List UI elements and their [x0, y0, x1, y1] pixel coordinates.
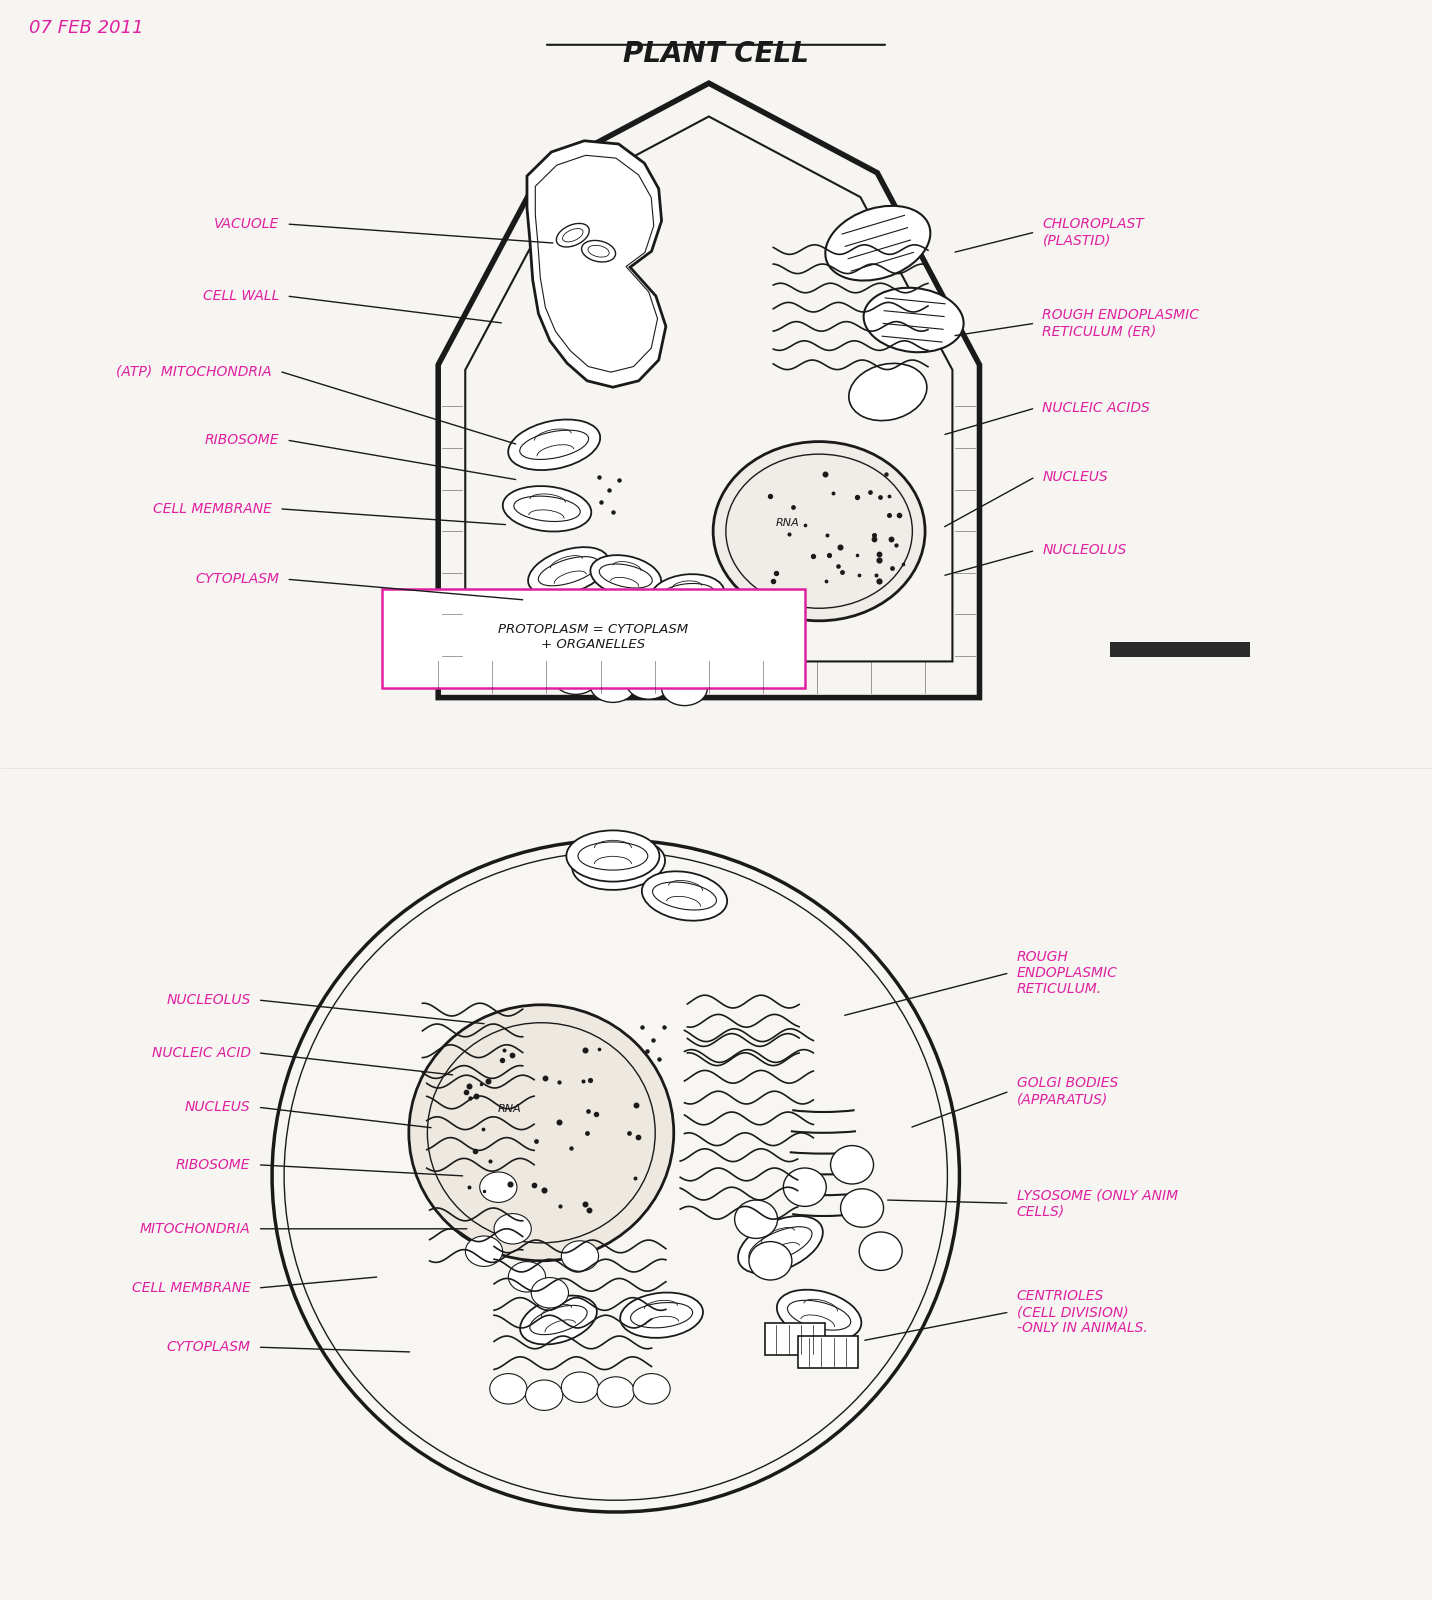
Text: NUCLEUS: NUCLEUS	[1042, 470, 1108, 483]
Ellipse shape	[783, 1168, 826, 1206]
Ellipse shape	[831, 1146, 874, 1184]
Ellipse shape	[531, 1277, 569, 1309]
Ellipse shape	[573, 838, 664, 890]
Polygon shape	[527, 141, 666, 387]
Text: NUCLEIC ACID: NUCLEIC ACID	[152, 1046, 251, 1059]
Ellipse shape	[825, 206, 931, 280]
Ellipse shape	[526, 1379, 563, 1411]
Ellipse shape	[662, 670, 707, 706]
Text: RNA: RNA	[776, 518, 799, 528]
Ellipse shape	[713, 442, 925, 621]
FancyBboxPatch shape	[798, 1336, 858, 1368]
Text: RNA: RNA	[498, 1104, 521, 1114]
Bar	[1110, 643, 1250, 658]
Ellipse shape	[636, 619, 705, 661]
Text: CHLOROPLAST
(PLASTID): CHLOROPLAST (PLASTID)	[1042, 218, 1144, 246]
Text: CELL MEMBRANE: CELL MEMBRANE	[132, 1282, 251, 1294]
Text: ROUGH ENDOPLASMIC
RETICULUM (ER): ROUGH ENDOPLASMIC RETICULUM (ER)	[1042, 309, 1200, 338]
Text: CYTOPLASM: CYTOPLASM	[166, 1341, 251, 1354]
Ellipse shape	[465, 1235, 503, 1267]
Ellipse shape	[626, 664, 672, 699]
Ellipse shape	[557, 224, 589, 246]
Ellipse shape	[863, 288, 964, 352]
Ellipse shape	[590, 555, 662, 597]
Ellipse shape	[553, 659, 599, 694]
Ellipse shape	[490, 1373, 527, 1405]
Ellipse shape	[859, 1232, 902, 1270]
Text: RIBOSOME: RIBOSOME	[176, 1158, 251, 1171]
Text: CELL MEMBRANE: CELL MEMBRANE	[153, 502, 272, 515]
Text: NUCLEOLUS: NUCLEOLUS	[166, 994, 251, 1006]
Ellipse shape	[581, 613, 656, 658]
Text: MITOCHONDRIA: MITOCHONDRIA	[140, 1222, 251, 1235]
Ellipse shape	[849, 363, 927, 421]
Ellipse shape	[520, 1296, 597, 1344]
Ellipse shape	[410, 1005, 674, 1261]
Ellipse shape	[633, 1373, 670, 1405]
Ellipse shape	[272, 840, 959, 1512]
Text: RIBOSOME: RIBOSOME	[205, 434, 279, 446]
Text: CENTRIOLES
(CELL DIVISION)
-ONLY IN ANIMALS.: CENTRIOLES (CELL DIVISION) -ONLY IN ANIM…	[1017, 1290, 1147, 1334]
Ellipse shape	[528, 547, 609, 595]
Text: 07 FEB 2011: 07 FEB 2011	[29, 19, 143, 37]
Ellipse shape	[841, 1189, 884, 1227]
Ellipse shape	[650, 574, 725, 616]
FancyBboxPatch shape	[382, 589, 805, 688]
Ellipse shape	[581, 240, 616, 262]
Ellipse shape	[561, 1242, 599, 1270]
Ellipse shape	[567, 830, 659, 882]
Ellipse shape	[620, 1293, 703, 1338]
Text: LYSOSOME (ONLY ANIM
CELLS): LYSOSOME (ONLY ANIM CELLS)	[1017, 1189, 1179, 1218]
Ellipse shape	[737, 1216, 823, 1274]
Text: (ATP)  MITOCHONDRIA: (ATP) MITOCHONDRIA	[116, 365, 272, 378]
Text: CELL WALL: CELL WALL	[203, 290, 279, 302]
Text: CYTOPLASM: CYTOPLASM	[195, 573, 279, 586]
Ellipse shape	[597, 1376, 634, 1408]
Ellipse shape	[776, 1290, 862, 1341]
Text: NUCLEUS: NUCLEUS	[185, 1101, 251, 1114]
Text: PLANT CELL: PLANT CELL	[623, 40, 809, 67]
Text: ROUGH
ENDOPLASMIC
RETICULUM.: ROUGH ENDOPLASMIC RETICULUM.	[1017, 949, 1117, 995]
Ellipse shape	[735, 1200, 778, 1238]
FancyBboxPatch shape	[765, 1323, 825, 1355]
Ellipse shape	[590, 667, 636, 702]
Text: NUCLEIC ACIDS: NUCLEIC ACIDS	[1042, 402, 1150, 414]
Text: NUCLEOLUS: NUCLEOLUS	[1042, 544, 1127, 557]
Ellipse shape	[480, 1171, 517, 1203]
Text: PROTOPLASM = CYTOPLASM
+ ORGANELLES: PROTOPLASM = CYTOPLASM + ORGANELLES	[498, 622, 687, 651]
Ellipse shape	[642, 872, 727, 920]
Ellipse shape	[503, 486, 591, 531]
Text: VACUOLE: VACUOLE	[213, 218, 279, 230]
Ellipse shape	[494, 1213, 531, 1245]
Ellipse shape	[508, 419, 600, 470]
Text: GOLGI BODIES
(APPARATUS): GOLGI BODIES (APPARATUS)	[1017, 1077, 1118, 1106]
Ellipse shape	[508, 1261, 546, 1293]
Ellipse shape	[749, 1242, 792, 1280]
Ellipse shape	[561, 1371, 599, 1402]
